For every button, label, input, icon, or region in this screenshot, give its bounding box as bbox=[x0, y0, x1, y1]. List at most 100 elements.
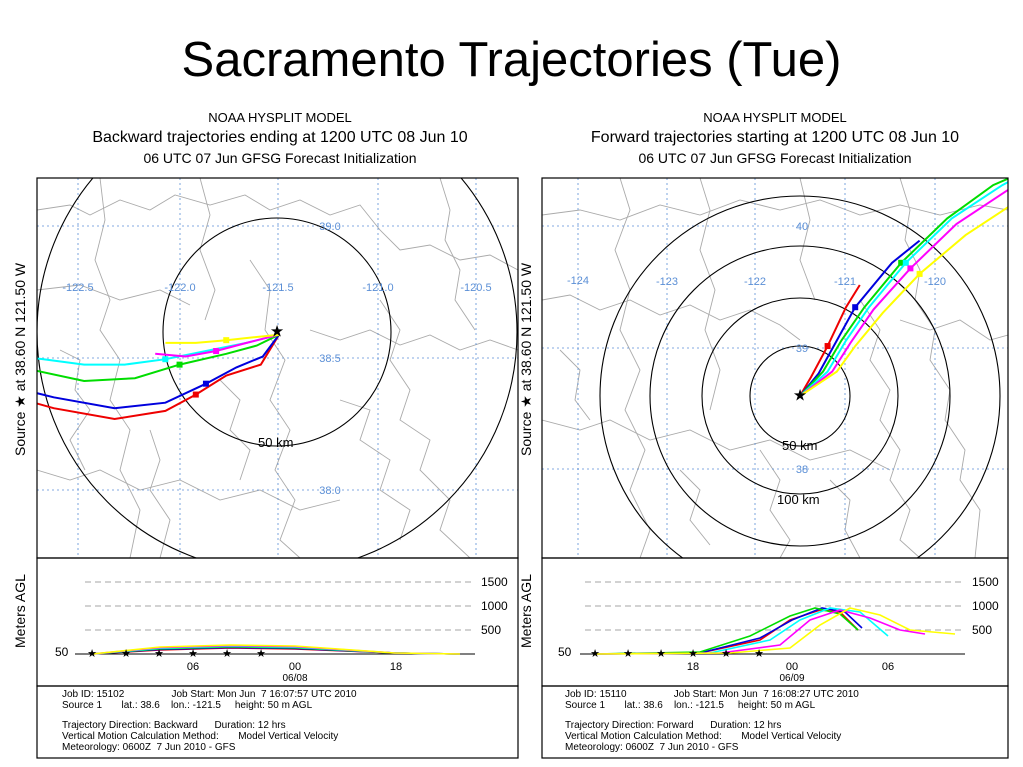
L-lon-label-3: -121.0 bbox=[362, 282, 393, 294]
right-ring-label-50: 50 km bbox=[782, 438, 817, 453]
L-traj-green bbox=[37, 333, 280, 383]
right-profile-lines: ★ ★ ★ ★ ★ ★ bbox=[590, 607, 956, 660]
left-grid-labels: -122.5 -122.0 -121.5 -121.0 -120.5 38.5 38.0 39… bbox=[62, 221, 491, 497]
R-traj-marker-green bbox=[898, 259, 905, 266]
left-profile-star-icon-3: ★ bbox=[188, 648, 198, 660]
right-range-rings bbox=[599, 195, 1001, 558]
R-traj-cyan bbox=[799, 180, 1008, 397]
R-traj-red bbox=[799, 284, 861, 397]
R-ring-2 bbox=[649, 245, 951, 547]
left-info-meteorology: Meteorology: 0600Z 7 Jun 2010 - GFS bbox=[62, 742, 236, 753]
R-ring-1 bbox=[701, 297, 899, 495]
right-info-direction: Trajectory Direction: Forward Duration: … bbox=[565, 720, 782, 731]
right-profile-y-50: 50 bbox=[558, 645, 572, 659]
right-profile-star-icon-0: ★ bbox=[590, 648, 600, 660]
right-header-title: Forward trajectories starting at 1200 UT… bbox=[590, 129, 960, 146]
right-header: NOAA HYSPLIT MODEL Forward trajectories … bbox=[540, 108, 1010, 168]
R-lat-label-2: 38 bbox=[796, 464, 808, 476]
left-header: NOAA HYSPLIT MODEL Backward trajectories… bbox=[45, 108, 515, 168]
right-info-meteorology: Meteorology: 0600Z 7 Jun 2010 - GFS bbox=[565, 742, 739, 753]
L-lon-label-0: -122.5 bbox=[62, 282, 93, 294]
R-lon-label-1: -123 bbox=[656, 276, 678, 288]
L-lat-label-1: 38.0 bbox=[319, 485, 340, 497]
right-info-job: Job ID: 15110 Job Start: Mon Jun 7 16:08… bbox=[565, 689, 859, 700]
left-profile-x-00: 00 bbox=[289, 661, 301, 673]
L-traj-marker-cyan bbox=[162, 356, 169, 363]
right-trajectories bbox=[799, 178, 1008, 397]
left-header-title: Backward trajectories ending at 1200 UTC… bbox=[92, 129, 468, 146]
right-profile-star-icon-3: ★ bbox=[688, 648, 698, 660]
right-profile-date: 06/09 bbox=[779, 673, 804, 684]
left-info-direction: Trajectory Direction: Backward Duration:… bbox=[62, 720, 286, 731]
L-traj-marker-magenta bbox=[213, 348, 220, 355]
R-traj-marker-magenta bbox=[907, 265, 914, 272]
right-profile-star-icon-2: ★ bbox=[656, 648, 666, 660]
L-lon-label-1: -122.0 bbox=[164, 282, 195, 294]
left-profile-star-icon-5: ★ bbox=[256, 648, 266, 660]
right-profile-y-1500: 1500 bbox=[972, 575, 999, 589]
right-profile-line-magenta bbox=[594, 609, 926, 655]
R-traj-blue bbox=[799, 239, 921, 397]
right-info-box bbox=[541, 685, 1009, 759]
left-profile-lines: ★ ★ ★ ★ ★ ★ bbox=[87, 644, 461, 660]
L-traj-marker-yellow bbox=[223, 337, 230, 344]
R-lon-label-2: -122 bbox=[744, 276, 766, 288]
right-profile-star-icon-5: ★ bbox=[754, 648, 764, 660]
R-traj-marker-red bbox=[824, 343, 831, 350]
left-profile-y-1500: 1500 bbox=[481, 575, 508, 589]
right-profile-line-yellow bbox=[594, 607, 956, 655]
right-source-star-icon: ★ bbox=[793, 388, 807, 405]
R-traj-marker-cyan bbox=[902, 259, 909, 266]
left-profile-y-500: 500 bbox=[481, 623, 501, 637]
R-lat-label-0: 40 bbox=[796, 221, 808, 233]
R-lon-label-4: -120 bbox=[924, 276, 946, 288]
left-source-star-icon: ★ bbox=[270, 324, 284, 341]
slide-title: Sacramento Trajectories (Tue) bbox=[181, 33, 842, 87]
R-traj-green bbox=[799, 178, 1008, 397]
left-trajectories bbox=[37, 333, 280, 421]
left-info: Job ID: 15102 Job Start: Mon Jun 7 16:07… bbox=[62, 689, 357, 753]
right-ring-label-100: 100 km bbox=[777, 492, 820, 507]
right-header-model: NOAA HYSPLIT MODEL bbox=[703, 110, 847, 125]
left-profile-x-06: 06 bbox=[187, 661, 199, 673]
left-info-source: Source 1 lat.: 38.6 lon.: -121.5 height:… bbox=[62, 700, 313, 711]
right-info-method: Vertical Motion Calculation Method: Mode… bbox=[565, 731, 842, 742]
R-lon-label-0: -124 bbox=[567, 275, 589, 287]
L-ring-0 bbox=[162, 217, 392, 447]
L-lon-label-4: -120.5 bbox=[460, 282, 491, 294]
left-profile-star-icon-2: ★ bbox=[154, 648, 164, 660]
right-profile-star-icon-1: ★ bbox=[623, 648, 633, 660]
left-map-grid bbox=[37, 178, 518, 558]
left-info-job: Job ID: 15102 Job Start: Mon Jun 7 16:07… bbox=[62, 689, 357, 700]
left-ring-label-50: 50 km bbox=[258, 435, 293, 450]
right-info: Job ID: 15110 Job Start: Mon Jun 7 16:08… bbox=[565, 689, 859, 753]
left-info-box bbox=[36, 685, 519, 759]
left-range-rings bbox=[37, 178, 518, 558]
left-map: -122.5 -122.0 -121.5 -121.0 -120.5 38.5 38.0 39… bbox=[36, 177, 519, 559]
left-header-init: 06 UTC 07 Jun GFSG Forecast Initializati… bbox=[143, 150, 417, 166]
right-profile-star-icon-4: ★ bbox=[721, 648, 731, 660]
L-traj-blue bbox=[37, 334, 280, 410]
left-profile-line-yellow bbox=[91, 644, 461, 655]
right-info-source: Source 1 lat.: 38.6 lon.: -121.5 height:… bbox=[565, 700, 816, 711]
R-ring-0 bbox=[749, 345, 851, 447]
R-traj-yellow bbox=[799, 205, 1008, 397]
R-ring-3 bbox=[599, 195, 1001, 558]
left-state-boundaries bbox=[37, 178, 518, 558]
left-profile-star-icon-4: ★ bbox=[222, 648, 232, 660]
L-lat-label-0: 38.5 bbox=[319, 353, 340, 365]
left-header-model: NOAA HYSPLIT MODEL bbox=[208, 110, 352, 125]
L-lon-label-2: -121.5 bbox=[262, 282, 293, 294]
R-traj-magenta bbox=[799, 188, 1008, 397]
right-profile-line-cyan bbox=[594, 607, 889, 655]
left-profile-y-1000: 1000 bbox=[481, 599, 508, 613]
L-ring-1 bbox=[37, 178, 518, 558]
left-profile-star-icon-1: ★ bbox=[121, 648, 131, 660]
L-traj-marker-green bbox=[176, 361, 183, 368]
right-profile-y-500: 500 bbox=[972, 623, 992, 637]
right-header-init: 06 UTC 07 Jun GFSG Forecast Initializati… bbox=[638, 150, 912, 166]
L-traj-marker-red bbox=[192, 391, 199, 398]
left-profile-date: 06/08 bbox=[282, 673, 307, 684]
